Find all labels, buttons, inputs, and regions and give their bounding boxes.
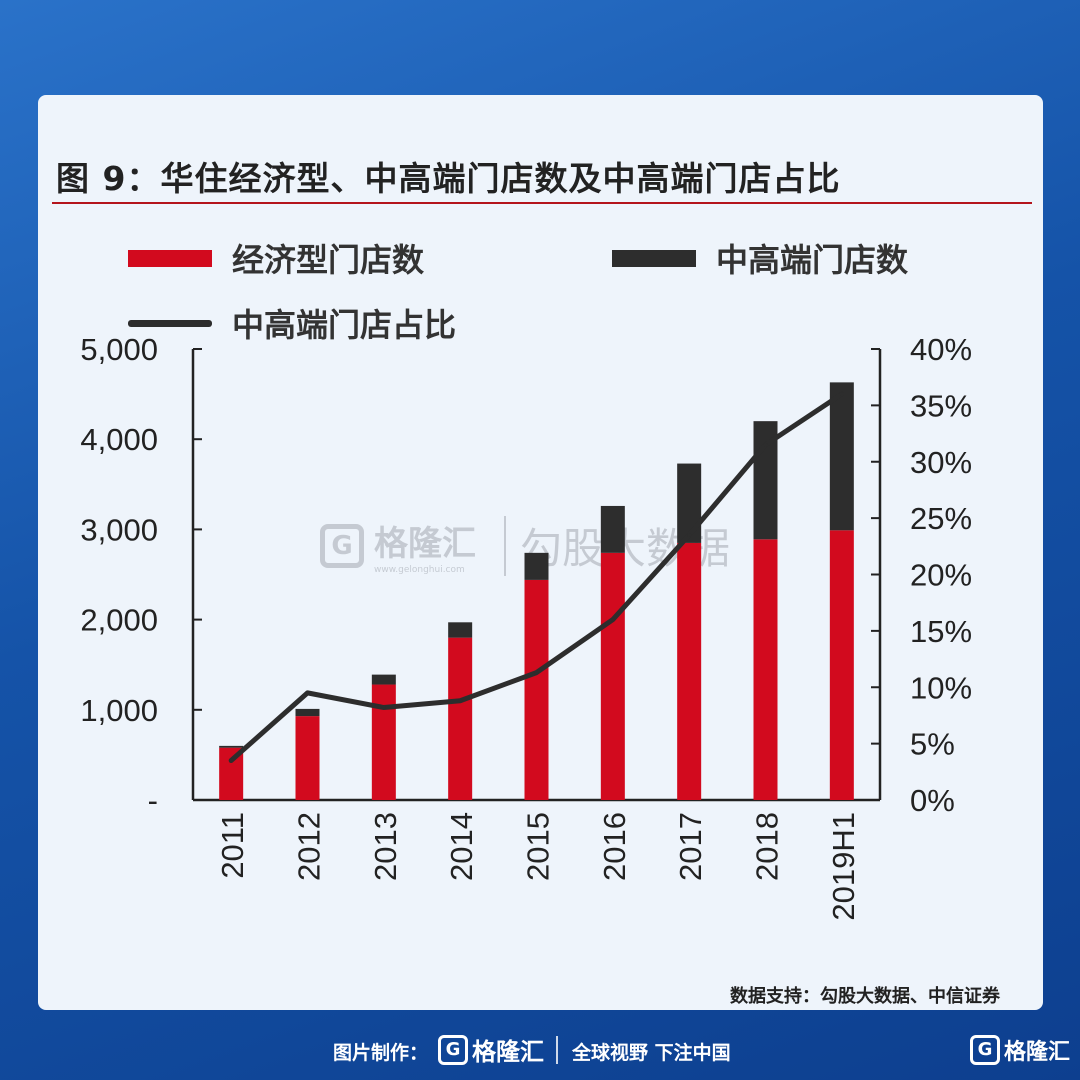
watermark-logo-icon: G (320, 523, 364, 568)
footer: 图片制作： G 格隆汇 全球视野 下注中国 G 格隆汇 (0, 1030, 1080, 1070)
right-tick-label: 5% (910, 727, 955, 762)
legend-economy-label: 经济型门店数 (232, 241, 425, 279)
right-tick-label: 40% (910, 332, 972, 367)
legend-midhigh: 中高端门店数 (612, 235, 908, 281)
legend-economy: 经济型门店数 (128, 235, 424, 281)
title-divider (52, 202, 1032, 204)
bar-economy (677, 542, 702, 800)
bar-economy (753, 539, 778, 800)
ratio-point (381, 705, 386, 710)
footer-slogan: 全球视野 下注中国 (572, 1042, 731, 1064)
bar-economy (371, 684, 396, 800)
legend-ratio-label: 中高端门店占比 (232, 306, 457, 344)
bar-midhigh (371, 674, 396, 685)
left-tick-label: 2,000 (80, 603, 158, 638)
left-tick-label: 3,000 (80, 512, 158, 547)
corner-brand-text: 格隆汇 (1003, 1040, 1070, 1065)
watermark-brand: 格隆汇 (374, 524, 476, 564)
left-tick-label: 4,000 (80, 422, 158, 457)
x-tick-label: 2015 (521, 812, 556, 881)
bar-midhigh (677, 463, 702, 543)
x-tick-label: 2012 (292, 812, 327, 881)
ratio-point (229, 758, 234, 763)
right-tick-label: 20% (910, 558, 972, 593)
chart-title: 图 9：华住经济型、中高端门店数及中高端门店占比 (56, 159, 841, 198)
ratio-point (839, 392, 844, 397)
ratio-point (763, 442, 768, 447)
bar-midhigh (829, 382, 854, 531)
left-tick-label: 5,000 (80, 332, 158, 367)
bar-economy (600, 552, 625, 800)
x-tick-label: 2019H1 (826, 812, 861, 921)
ratio-point (458, 698, 463, 703)
footer-brand: G 格隆汇 (438, 1032, 544, 1067)
left-tick-label: 1,000 (80, 693, 158, 728)
x-tick-label: 2016 (597, 812, 632, 881)
watermark-site: www.gelonghui.com (374, 565, 465, 575)
bar-midhigh (295, 708, 320, 717)
legend-midhigh-label: 中高端门店数 (716, 241, 909, 279)
chart-card (38, 95, 1043, 1010)
watermark-separator (504, 515, 506, 576)
bar-economy (524, 579, 549, 800)
right-tick-label: 15% (910, 614, 972, 649)
footer-separator (556, 1036, 558, 1064)
ratio-point (610, 617, 615, 622)
x-tick-label: 2017 (673, 812, 708, 881)
legend-ratio-swatch (128, 319, 212, 327)
footer-made-by: 图片制作： (333, 1042, 429, 1064)
footer-brand-text: 格隆汇 (472, 1038, 544, 1066)
x-tick-label: 2018 (750, 812, 785, 881)
x-tick-label: 2011 (215, 812, 250, 879)
watermark-brand-block: 格隆汇 www.gelonghui.com (374, 516, 476, 575)
legend-ratio: 中高端门店占比 (128, 300, 456, 346)
legend-economy-swatch (128, 249, 212, 267)
footer-logo-icon: G (438, 1034, 468, 1065)
bar-midhigh (524, 552, 549, 580)
bar-midhigh (600, 505, 625, 553)
ratio-point (305, 690, 310, 695)
ratio-point (534, 670, 539, 675)
bar-midhigh (448, 622, 473, 638)
bar-economy (295, 716, 320, 800)
right-tick-label: 10% (910, 670, 972, 705)
legend-midhigh-swatch (612, 249, 696, 267)
right-tick-label: 35% (910, 388, 972, 423)
x-tick-label: 2014 (444, 812, 479, 881)
left-tick-label: - (148, 783, 158, 818)
source-note: 数据支持：勾股大数据、中信证券 (730, 986, 1000, 1007)
right-tick-label: 0% (910, 783, 955, 818)
ratio-point (687, 533, 692, 538)
right-tick-label: 25% (910, 501, 972, 536)
footer-corner-brand: G 格隆汇 (969, 1034, 1070, 1066)
x-tick-label: 2013 (368, 812, 403, 881)
bar-economy (829, 530, 854, 800)
corner-logo-icon: G (969, 1035, 1000, 1065)
bar-midhigh (219, 745, 244, 748)
right-tick-label: 30% (910, 445, 972, 480)
bar-economy (448, 637, 473, 800)
